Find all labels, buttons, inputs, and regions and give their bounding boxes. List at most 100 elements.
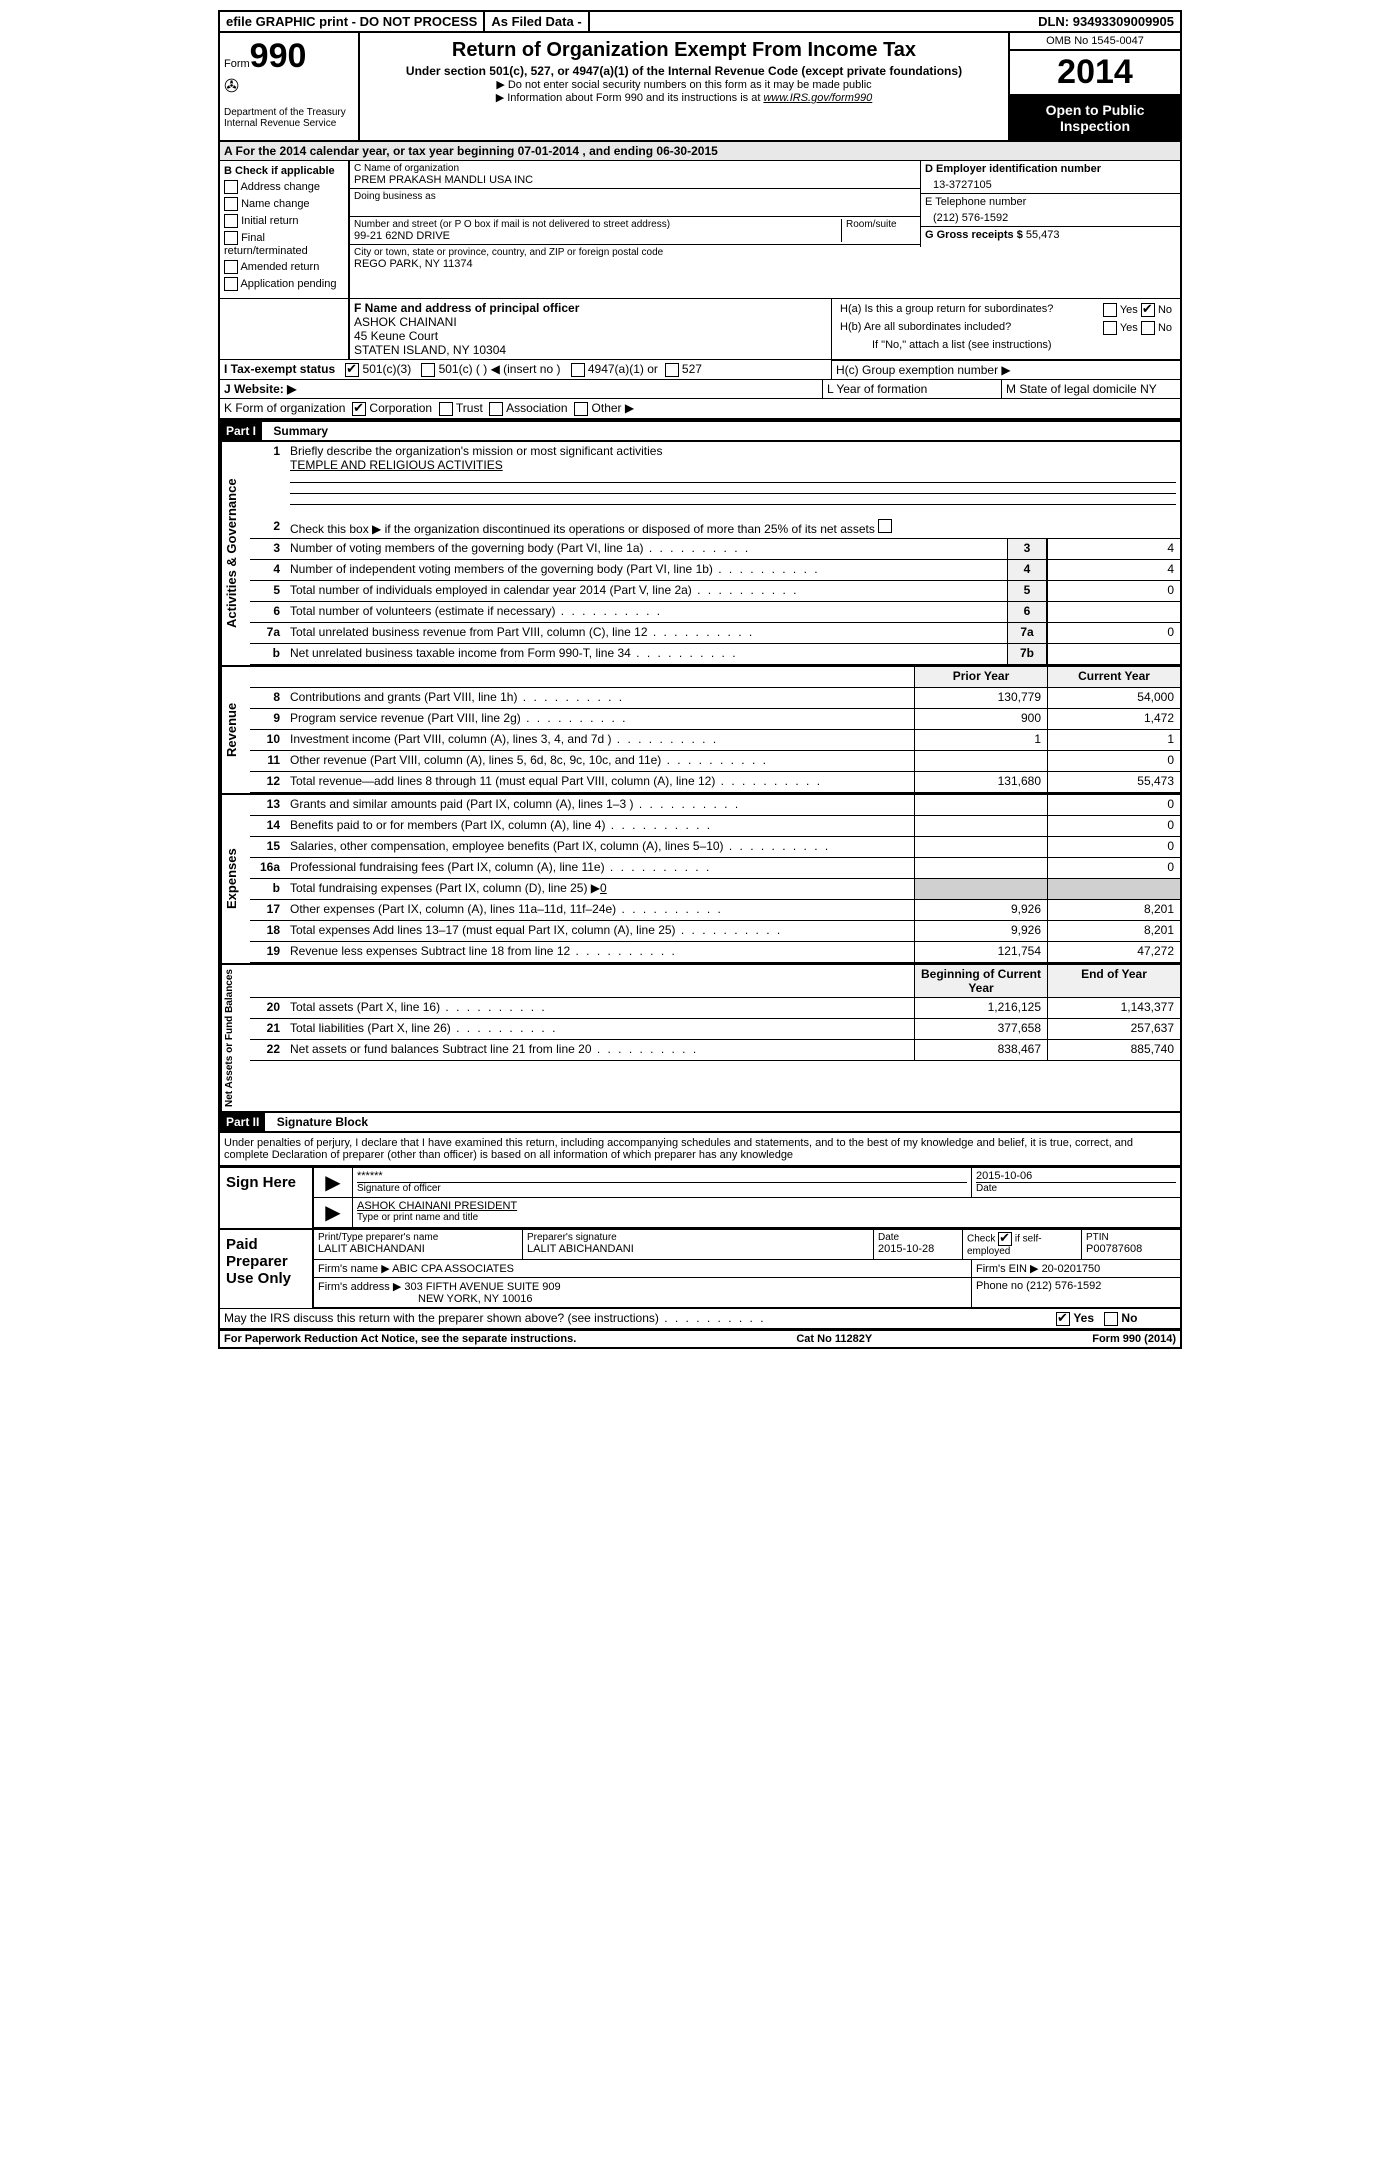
gov-label: Activities & Governance [220, 442, 250, 665]
form-header: Form990 ✇ Department of the Treasury Int… [220, 33, 1180, 142]
box-j: J Website: ▶ [220, 380, 823, 398]
summary-line: 12Total revenue—add lines 8 through 11 (… [250, 772, 1180, 793]
self-emp-checkbox[interactable] [998, 1232, 1012, 1246]
sig-date: 2015-10-06 [976, 1170, 1176, 1182]
summary-line: bNet unrelated business taxable income f… [250, 644, 1180, 665]
header-left: Form990 ✇ Department of the Treasury Int… [220, 33, 360, 140]
ha-no-checkbox[interactable] [1141, 303, 1155, 317]
balances-section: Net Assets or Fund Balances Beginning of… [220, 963, 1180, 1111]
perjury-text: Under penalties of perjury, I declare th… [220, 1133, 1180, 1166]
info-right: D Employer identification number 13-3727… [920, 161, 1180, 298]
firm-ein: 20-0201750 [1042, 1263, 1101, 1275]
ein: 13-3727105 [925, 175, 1176, 191]
assoc-checkbox[interactable] [489, 402, 503, 416]
name-change-checkbox[interactable] [224, 197, 238, 211]
exp-label: Expenses [220, 795, 250, 963]
4947-checkbox[interactable] [571, 363, 585, 377]
527-checkbox[interactable] [665, 363, 679, 377]
irs-link[interactable]: www.IRS.gov/form990 [763, 92, 872, 104]
prep-date: 2015-10-28 [878, 1243, 958, 1255]
mission: TEMPLE AND RELIGIOUS ACTIVITIES [290, 458, 503, 472]
ha-yes-checkbox[interactable] [1103, 303, 1117, 317]
501c-checkbox[interactable] [421, 363, 435, 377]
box-h: H(a) Is this a group return for subordin… [832, 299, 1180, 359]
tax-year: 2014 [1010, 51, 1180, 96]
box-b: B Check if applicable Address change Nam… [220, 161, 350, 298]
box-c: C Name of organization PREM PRAKASH MAND… [350, 161, 920, 298]
gross-receipts: 55,473 [1026, 229, 1060, 241]
summary-line: 14Benefits paid to or for members (Part … [250, 816, 1180, 837]
summary-line: 22Net assets or fund balances Subtract l… [250, 1040, 1180, 1061]
phone: (212) 576-1592 [925, 208, 1176, 224]
part2-header: Part II Signature Block [220, 1111, 1180, 1133]
paid-preparer-block: Paid Preparer Use Only Print/Type prepar… [220, 1228, 1180, 1308]
summary-line: 6Total number of volunteers (estimate if… [250, 602, 1180, 623]
form-990-page: efile GRAPHIC print - DO NOT PROCESS As … [218, 10, 1182, 1349]
summary-line: 9Program service revenue (Part VIII, lin… [250, 709, 1180, 730]
sign-here-block: Sign Here ▶ ****** Signature of officer … [220, 1166, 1180, 1228]
col-headers: Prior Year Current Year [250, 667, 1180, 688]
amended-checkbox[interactable] [224, 260, 238, 274]
summary-line: 3Number of voting members of the governi… [250, 539, 1180, 560]
rev-label: Revenue [220, 667, 250, 793]
box-i: I Tax-exempt status 501(c)(3) 501(c) ( )… [220, 360, 832, 379]
summary-line: 5Total number of individuals employed in… [250, 581, 1180, 602]
501c3-checkbox[interactable] [345, 363, 359, 377]
efile-notice: efile GRAPHIC print - DO NOT PROCESS [220, 12, 485, 31]
summary-line: 11Other revenue (Part VIII, column (A), … [250, 751, 1180, 772]
summary-line: 16aProfessional fundraising fees (Part I… [250, 858, 1180, 879]
final-return-checkbox[interactable] [224, 231, 238, 245]
preparer-name: LALIT ABICHANDANI [318, 1243, 518, 1255]
discuss-no-checkbox[interactable] [1104, 1312, 1118, 1326]
firm-name: ABIC CPA ASSOCIATES [392, 1263, 514, 1275]
summary-line: 17Other expenses (Part IX, column (A), l… [250, 900, 1180, 921]
sign-here-label: Sign Here [220, 1168, 314, 1228]
initial-return-checkbox[interactable] [224, 214, 238, 228]
box-k: K Form of organization Corporation Trust… [220, 399, 1180, 418]
summary-line: 19Revenue less expenses Subtract line 18… [250, 942, 1180, 963]
part1-header: Part I Summary [220, 420, 1180, 442]
box-l: L Year of formation [823, 380, 1002, 398]
ptin: P00787608 [1086, 1243, 1176, 1255]
summary-line: 18Total expenses Add lines 13–17 (must e… [250, 921, 1180, 942]
other-checkbox[interactable] [574, 402, 588, 416]
discuss-yes-checkbox[interactable] [1056, 1312, 1070, 1326]
org-street: 99-21 62ND DRIVE [354, 230, 841, 242]
summary-line: 8Contributions and grants (Part VIII, li… [250, 688, 1180, 709]
discuss-question: May the IRS discuss this return with the… [220, 1309, 1052, 1328]
bal-label: Net Assets or Fund Balances [220, 965, 250, 1111]
bal-headers: Beginning of Current Year End of Year [250, 965, 1180, 998]
officer-name: ASHOK CHAINANI PRESIDENT [357, 1200, 1176, 1212]
summary-line: 10Investment income (Part VIII, column (… [250, 730, 1180, 751]
summary-line: 13Grants and similar amounts paid (Part … [250, 795, 1180, 816]
corp-checkbox[interactable] [352, 402, 366, 416]
header-right: OMB No 1545-0047 2014 Open to Public Ins… [1010, 33, 1180, 140]
addr-change-checkbox[interactable] [224, 180, 238, 194]
summary-line: 15Salaries, other compensation, employee… [250, 837, 1180, 858]
box-m: M State of legal domicile NY [1002, 380, 1180, 398]
hb-no-checkbox[interactable] [1141, 321, 1155, 335]
gov-section: Activities & Governance 1 Briefly descri… [220, 442, 1180, 665]
top-bar: efile GRAPHIC print - DO NOT PROCESS As … [220, 12, 1180, 33]
q2-checkbox[interactable] [878, 519, 892, 533]
form-title: Return of Organization Exempt From Incom… [368, 39, 1000, 62]
org-name: PREM PRAKASH MANDLI USA INC [354, 174, 916, 186]
hb-yes-checkbox[interactable] [1103, 321, 1117, 335]
paid-prep-label: Paid Preparer Use Only [220, 1230, 314, 1308]
page-footer: For Paperwork Reduction Act Notice, see … [220, 1329, 1180, 1347]
pending-checkbox[interactable] [224, 277, 238, 291]
box-f: F Name and address of principal officer … [350, 299, 832, 359]
expenses-section: Expenses 13Grants and similar amounts pa… [220, 793, 1180, 963]
revenue-section: Revenue Prior Year Current Year 8Contrib… [220, 665, 1180, 793]
omb-number: OMB No 1545-0047 [1010, 33, 1180, 51]
box-hc: H(c) Group exemption number ▶ [832, 360, 1180, 379]
summary-line: bTotal fundraising expenses (Part IX, co… [250, 879, 1180, 900]
summary-line: 20Total assets (Part X, line 16)1,216,12… [250, 998, 1180, 1019]
as-filed: As Filed Data - [485, 12, 589, 31]
open-inspection: Open to Public Inspection [1010, 96, 1180, 140]
trust-checkbox[interactable] [439, 402, 453, 416]
org-city: REGO PARK, NY 11374 [354, 258, 916, 270]
info-block: B Check if applicable Address change Nam… [220, 161, 1180, 298]
summary-line: 21Total liabilities (Part X, line 26)377… [250, 1019, 1180, 1040]
summary-line: 4Number of independent voting members of… [250, 560, 1180, 581]
